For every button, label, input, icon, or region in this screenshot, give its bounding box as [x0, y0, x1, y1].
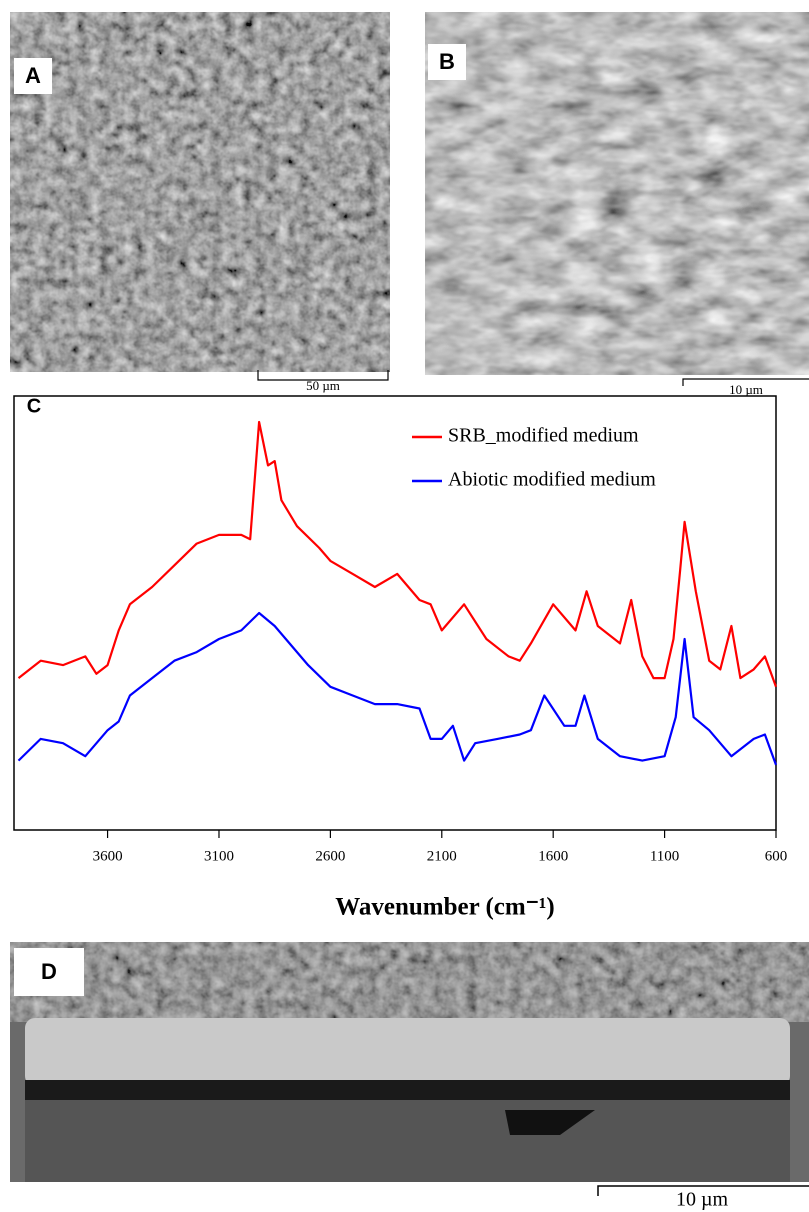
x-tick-label: 2100 — [427, 848, 457, 864]
x-tick-label: 2600 — [315, 848, 345, 864]
panel-label: D — [41, 959, 57, 984]
x-tick-label: 3100 — [204, 848, 234, 864]
data-line — [19, 422, 777, 687]
panel-label: C — [27, 395, 41, 417]
scale-bar-label: 10 µm — [729, 382, 763, 397]
x-axis-title: Wavenumber (cm⁻¹) — [335, 894, 555, 921]
x-tick-label: 3600 — [93, 848, 123, 864]
substrate — [25, 1100, 790, 1182]
cross-section-cap — [25, 1018, 790, 1086]
sem-texture — [10, 12, 390, 372]
figure: A 50 µm B 10 µm C Wavenumber (cm⁻¹) D 10… — [0, 0, 809, 1212]
scale-bar-label: 50 µm — [306, 378, 340, 393]
x-tick-label: 1600 — [538, 848, 568, 864]
panel-label: A — [25, 63, 41, 88]
panel-label: B — [439, 49, 455, 74]
x-tick-label: 1100 — [650, 848, 679, 864]
sem-texture — [425, 12, 809, 375]
legend-label: Abiotic modified medium — [448, 469, 656, 491]
plot-frame — [14, 396, 776, 830]
sem-texture — [10, 942, 809, 1022]
scale-bar-label: 10 µm — [676, 1189, 729, 1211]
legend-label: SRB_modified medium — [448, 425, 639, 447]
x-tick-label: 600 — [765, 848, 788, 864]
data-line — [19, 613, 777, 765]
